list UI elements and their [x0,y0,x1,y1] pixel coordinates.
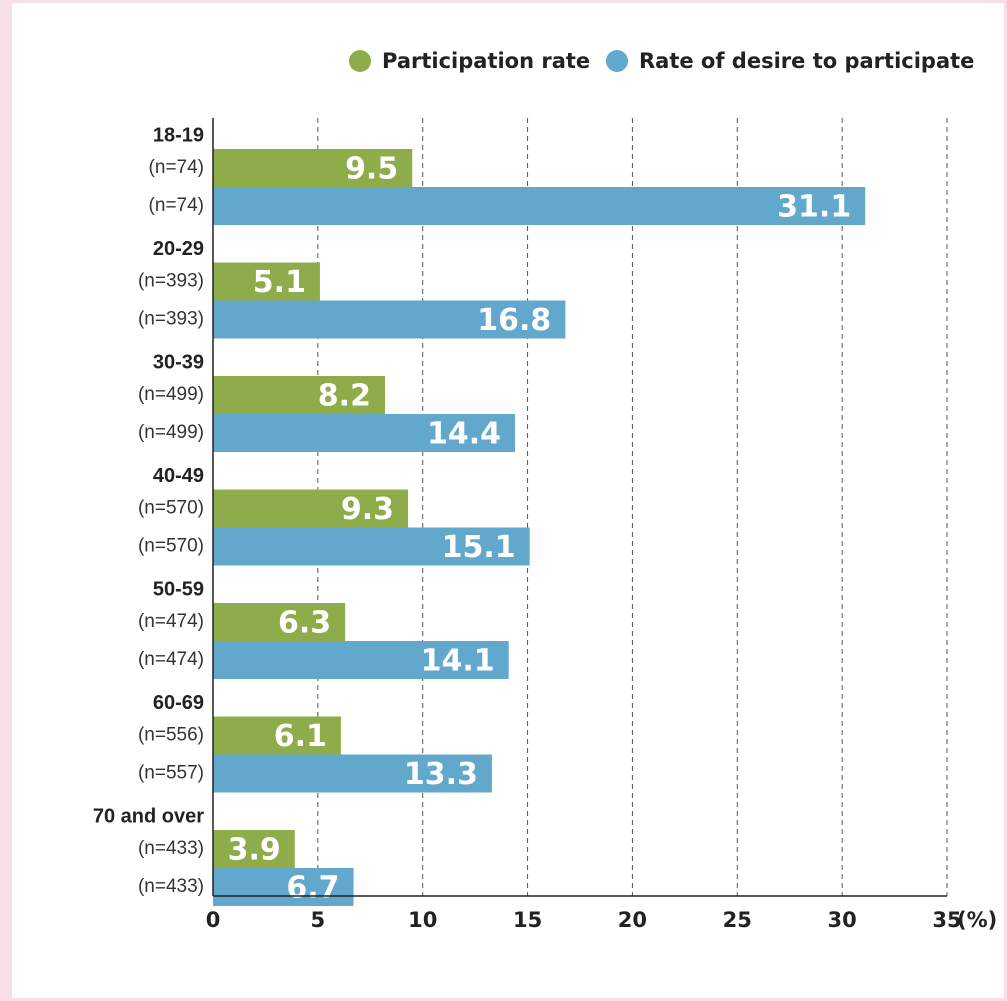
value-label: 15.1 [442,530,516,565]
bar [213,376,385,414]
bar [213,868,354,906]
bar [213,300,566,339]
legend-swatch [606,50,628,72]
bar [213,830,295,868]
sample-size: (n=74) [149,195,204,216]
sample-size: (n=570) [138,498,204,519]
bar [213,489,409,528]
sample-size: (n=393) [138,309,204,330]
legend-label: Rate of desire to participate [639,49,974,73]
legend-label: Participation rate [382,49,590,73]
x-tick-label: 0 [206,908,221,932]
category-label: 50-59 [153,578,204,600]
value-label: 8.2 [318,379,371,414]
category-label: 30-39 [153,351,204,373]
value-label: 9.5 [345,152,398,187]
category-label: 40-49 [153,465,204,487]
x-tick-label: 15 [513,908,542,932]
sample-size: (n=499) [138,384,204,405]
value-label: 14.1 [421,644,495,679]
sample-size: (n=433) [138,838,204,859]
sample-size: (n=499) [138,422,204,443]
x-tick-label: 35 [932,908,961,932]
bar [213,527,530,566]
value-label: 16.8 [477,303,551,338]
x-tick-label: 5 [311,908,326,932]
bar [213,641,509,679]
bar [213,149,413,187]
x-tick-label: 10 [408,908,437,932]
value-label: 31.1 [777,190,851,225]
x-tick-label: 25 [723,908,752,932]
panel [12,3,1004,998]
bar [213,716,341,755]
value-label: 9.3 [341,492,394,527]
sample-size: (n=74) [149,157,204,178]
sample-size: (n=557) [138,763,204,784]
category-label: 18-19 [153,124,204,146]
bar [213,754,492,793]
bar [213,603,346,641]
value-label: 13.3 [404,757,478,792]
legend-swatch [349,50,371,72]
value-label: 14.4 [427,417,501,452]
sample-size: (n=474) [138,611,204,632]
category-label: 20-29 [153,238,204,260]
bar [213,187,866,225]
bar [213,262,320,301]
x-unit: (%) [957,908,997,932]
x-tick-label: 30 [828,908,857,932]
sample-size: (n=393) [138,271,204,292]
category-label: 70 and over [93,805,204,827]
sample-size: (n=433) [138,876,204,897]
value-label: 6.1 [274,719,327,754]
sample-size: (n=556) [138,725,204,746]
bar [213,414,515,452]
category-label: 60-69 [153,692,204,714]
sample-size: (n=570) [138,536,204,557]
value-label: 6.7 [286,871,339,906]
sample-size: (n=474) [138,649,204,670]
value-label: 3.9 [228,833,281,868]
value-label: 6.3 [278,606,331,641]
value-label: 5.1 [253,265,306,300]
x-tick-label: 20 [618,908,647,932]
